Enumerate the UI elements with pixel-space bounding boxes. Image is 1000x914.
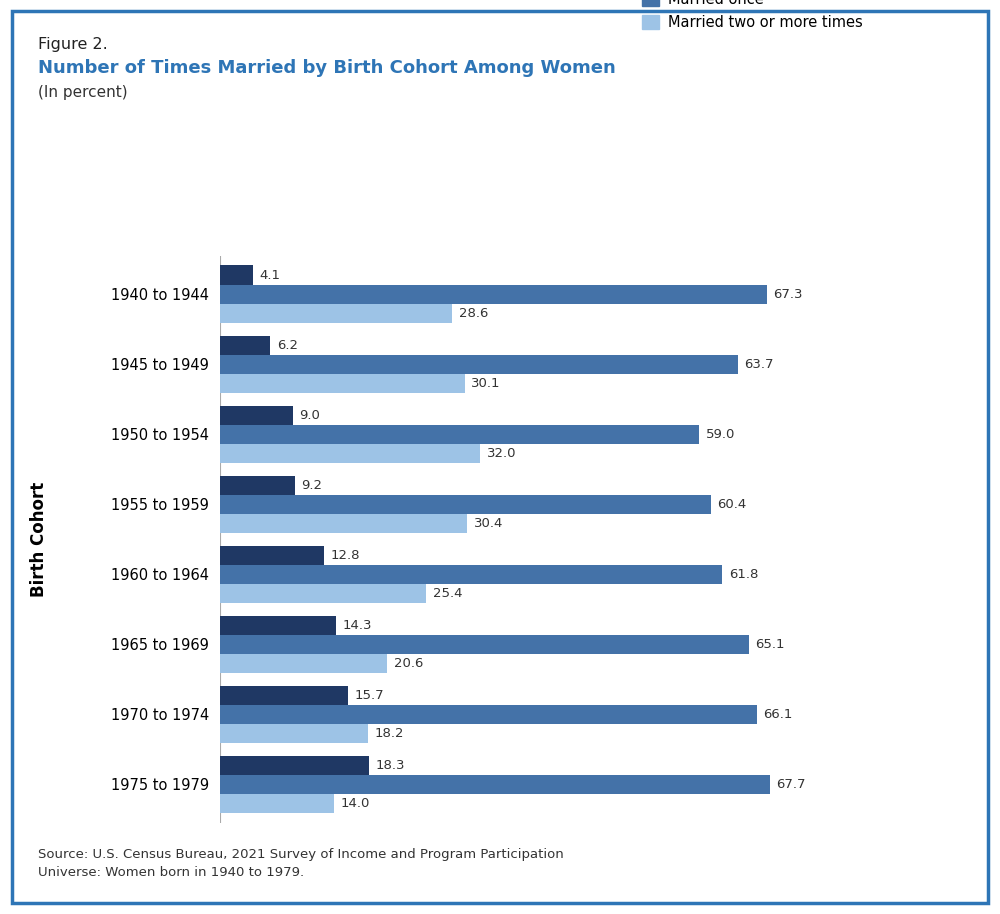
Text: 30.4: 30.4 [474, 516, 503, 530]
Legend: Never married, Married once, Married two or more times: Never married, Married once, Married two… [642, 0, 863, 29]
Text: 14.0: 14.0 [340, 797, 370, 810]
Bar [220, 686, 348, 705]
Text: 15.7: 15.7 [354, 689, 384, 702]
Bar [220, 565, 722, 584]
Bar [220, 654, 387, 673]
Text: 63.7: 63.7 [744, 357, 774, 371]
Text: 12.8: 12.8 [330, 548, 360, 562]
Bar [220, 444, 480, 462]
Bar [220, 494, 711, 514]
Text: 25.4: 25.4 [433, 587, 462, 600]
Text: (In percent): (In percent) [38, 85, 128, 100]
Text: Figure 2.: Figure 2. [38, 37, 108, 51]
Text: 30.1: 30.1 [471, 377, 501, 389]
Bar [220, 705, 757, 724]
Text: 65.1: 65.1 [755, 638, 785, 651]
Bar [220, 724, 368, 743]
Bar [220, 303, 452, 323]
Bar [220, 355, 738, 374]
Bar [220, 794, 334, 813]
Bar [220, 406, 293, 425]
Text: 32.0: 32.0 [486, 447, 516, 460]
Text: 18.3: 18.3 [375, 759, 405, 771]
Bar [220, 265, 253, 284]
Text: 14.3: 14.3 [343, 619, 372, 632]
Bar [220, 634, 749, 654]
Text: 9.0: 9.0 [300, 409, 320, 421]
Bar [220, 475, 295, 494]
Text: Number of Times Married by Birth Cohort Among Women: Number of Times Married by Birth Cohort … [38, 59, 616, 78]
Bar [220, 514, 467, 533]
Text: 61.8: 61.8 [729, 568, 758, 580]
Bar [220, 616, 336, 634]
Text: 60.4: 60.4 [717, 498, 746, 511]
Bar [220, 335, 270, 355]
Text: 59.0: 59.0 [706, 428, 735, 441]
Bar [220, 584, 426, 603]
Text: 28.6: 28.6 [459, 307, 488, 320]
Text: Universe: Women born in 1940 to 1979.: Universe: Women born in 1940 to 1979. [38, 866, 304, 879]
Text: 67.7: 67.7 [777, 778, 806, 791]
Text: 66.1: 66.1 [764, 707, 793, 721]
Bar [220, 756, 369, 775]
Bar [220, 546, 324, 565]
Text: 9.2: 9.2 [301, 479, 322, 492]
Bar [220, 775, 770, 794]
Bar [220, 374, 465, 393]
Y-axis label: Birth Cohort: Birth Cohort [30, 482, 48, 597]
Text: 20.6: 20.6 [394, 657, 423, 670]
Bar [220, 425, 699, 444]
Text: 18.2: 18.2 [374, 727, 404, 740]
Text: 67.3: 67.3 [773, 288, 803, 301]
Text: 6.2: 6.2 [277, 338, 298, 352]
Text: 4.1: 4.1 [260, 269, 281, 282]
Text: Source: U.S. Census Bureau, 2021 Survey of Income and Program Participation: Source: U.S. Census Bureau, 2021 Survey … [38, 848, 564, 861]
Bar [220, 284, 767, 303]
